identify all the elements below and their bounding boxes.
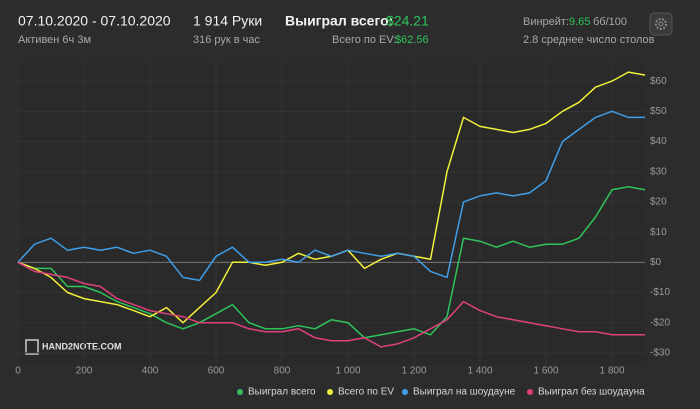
legend-marker <box>527 389 533 395</box>
x-tick-label: 1 400 <box>467 366 492 377</box>
y-tick-label: -$20 <box>650 317 670 328</box>
ev-value: $62.56 <box>395 34 429 46</box>
y-tick-label: $20 <box>650 197 667 208</box>
legend-label: Выиграл на шоудауне <box>413 387 516 398</box>
ev-label: Всего по EV: <box>332 34 396 46</box>
y-tick-label: $0 <box>650 257 662 268</box>
x-tick-label: 600 <box>208 366 225 377</box>
legend-marker <box>327 389 333 395</box>
logo-text: HAND2NOTE.COM <box>42 341 122 351</box>
tables: 2.8 среднее число столов <box>523 34 655 46</box>
x-tick-label: 200 <box>76 366 93 377</box>
settings-button[interactable] <box>649 12 673 36</box>
y-tick-label: -$30 <box>650 348 670 359</box>
legend-label: Выиграл всего <box>248 387 316 398</box>
y-tick-label: $50 <box>650 106 667 117</box>
winrate-label: Винрейт: <box>523 16 569 28</box>
x-tick-label: 800 <box>274 366 291 377</box>
y-tick-label: $10 <box>650 227 667 238</box>
won-value: $24.21 <box>386 13 429 29</box>
y-tick-label: $40 <box>650 136 667 147</box>
legend-marker <box>402 389 408 395</box>
series-line <box>17 110 645 282</box>
legend-label: Выиграл без шоудауна <box>538 386 645 398</box>
logo: HAND2NOTE.COM <box>25 339 122 355</box>
x-tick-label: 1 200 <box>401 366 426 377</box>
winrate-value: 9.65 <box>569 16 590 28</box>
active-time: Активен 6ч 3м <box>18 34 91 46</box>
series-line <box>17 186 646 339</box>
plot-area <box>18 63 645 365</box>
series-line <box>17 261 645 348</box>
x-tick-label: 1 000 <box>335 366 360 377</box>
y-tick-label: $60 <box>650 76 667 87</box>
won-label: Выиграл всего: <box>285 13 393 29</box>
y-tick-label: -$10 <box>650 287 670 298</box>
winrate-unit: бб/100 <box>593 16 627 28</box>
x-tick-label: 400 <box>142 366 159 377</box>
x-tick-label: 1 800 <box>599 366 624 377</box>
legend-label: Всего по EV <box>338 387 394 398</box>
y-tick-label: $30 <box>650 166 667 177</box>
hands-rate: 316 рук в час <box>193 34 261 46</box>
legend-marker <box>237 389 243 395</box>
x-tick-label: 0 <box>15 366 21 377</box>
period: 07.10.2020 - 07.10.2020 <box>18 13 171 29</box>
hands: 1 914 Руки <box>193 13 262 29</box>
x-tick-label: 1 600 <box>533 366 558 377</box>
